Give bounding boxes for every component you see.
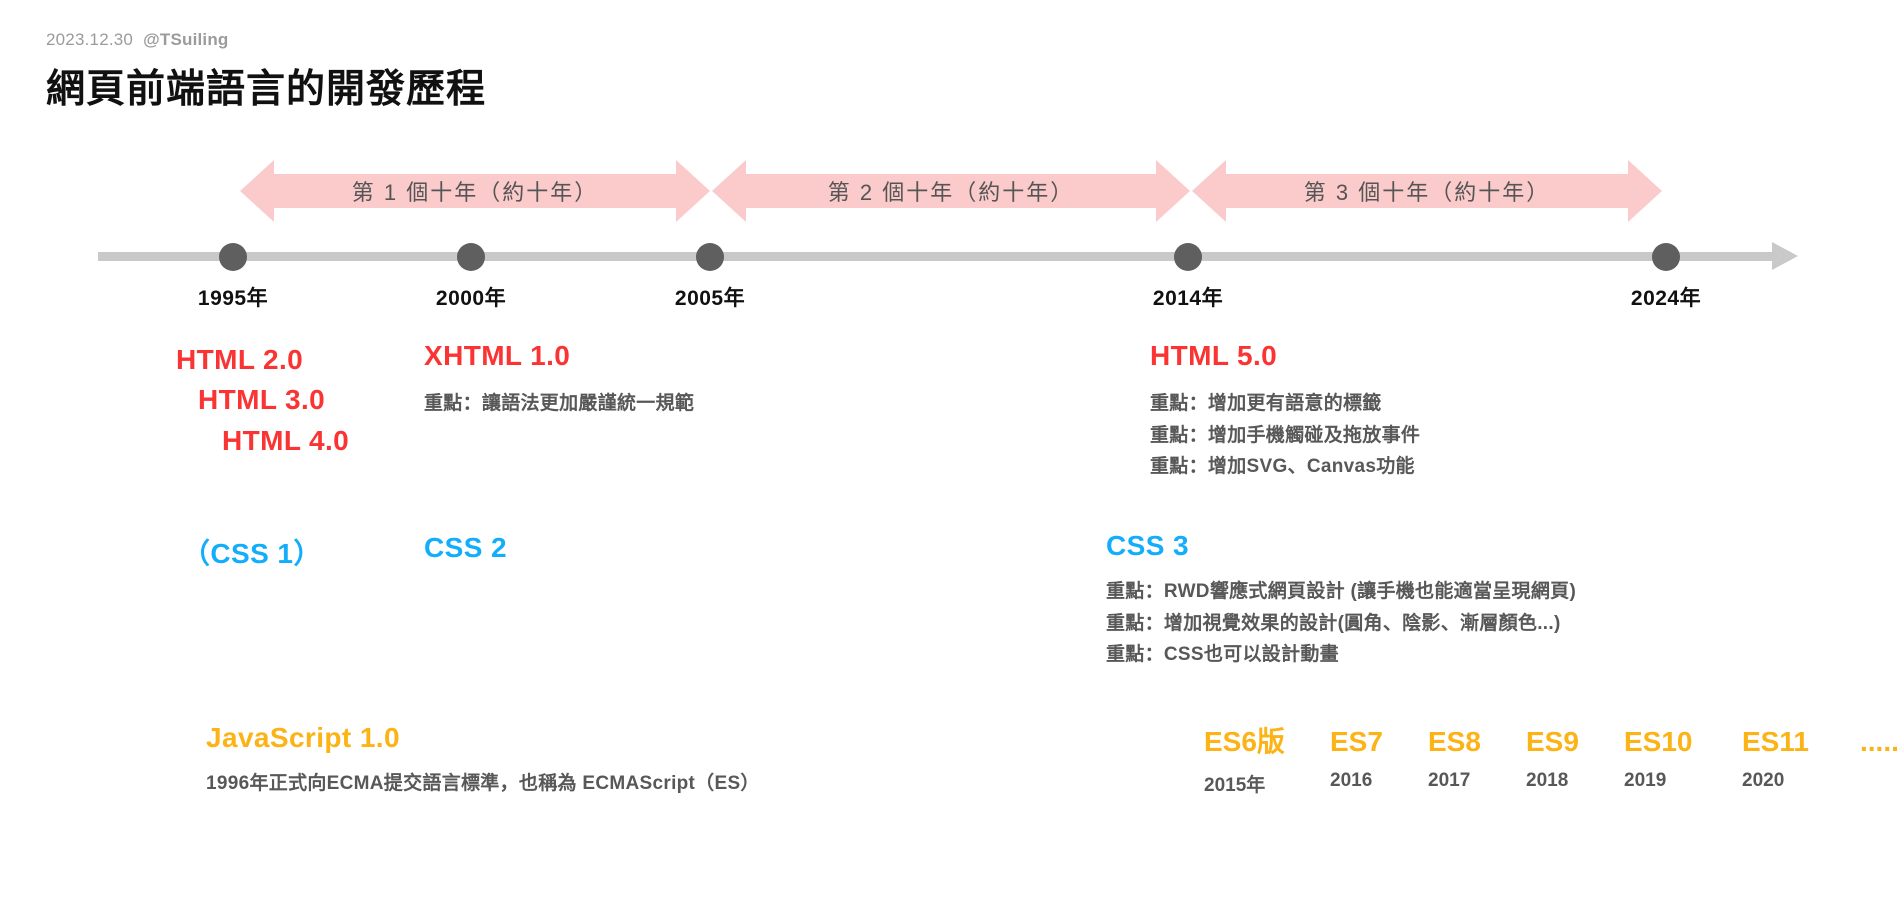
axis-marker-dot — [457, 243, 485, 271]
decade-arrow-1: 第 1 個十年（約十年） — [240, 160, 710, 222]
es-version-name: ES6版 — [1204, 726, 1285, 757]
decade-label-1: 第 1 個十年（約十年） — [351, 180, 599, 205]
css2-title: CSS 2 — [424, 532, 507, 563]
byline-date: 2023.12.30 — [46, 30, 134, 49]
axis-year-label: 2024年 — [1630, 287, 1702, 310]
byline: 2023.12.30 @TSuiling — [46, 30, 486, 50]
es-version-name: ES8 — [1428, 726, 1481, 757]
css3-note-1: 重點：RWD響應式網頁設計 (讓手機也能適當呈現網頁) — [1106, 581, 1577, 602]
es-version-name: ES9 — [1526, 726, 1579, 757]
decade-arrow-shape-3 — [1192, 160, 1662, 222]
javascript-title: JavaScript 1.0 — [206, 722, 400, 753]
javascript-block: JavaScript 1.0 1996年正式向ECMA提交語言標準，也稱為 EC… — [206, 722, 760, 800]
decade-arrow-band: 第 1 個十年（約十年） 第 2 個十年（約十年） 第 3 個十年（約十年） — [0, 160, 1900, 222]
decade-label-3: 第 3 個十年（約十年） — [1303, 180, 1551, 205]
html-early-versions-block: HTML 2.0 HTML 3.0 HTML 4.0 — [176, 340, 349, 461]
page-title: 網頁前端語言的開發歷程 — [46, 68, 487, 111]
axis-marker-dot — [696, 243, 724, 271]
axis-year-label: 2000年 — [435, 287, 507, 310]
axis-marker-dot — [219, 243, 247, 271]
javascript-note: 1996年正式向ECMA提交語言標準，也稱為 ECMAScript（ES） — [206, 773, 760, 794]
byline-handle: @TSuiling — [143, 30, 229, 49]
css3-block: CSS 3 重點：RWD響應式網頁設計 (讓手機也能適當呈現網頁) 重點：增加視… — [1106, 530, 1576, 671]
html5-note-3: 重點：增加SVG、Canvas功能 — [1150, 456, 1415, 478]
html5-note-2: 重點：增加手機觸碰及拖放事件 — [1150, 424, 1421, 446]
css2-block: CSS 2 — [424, 532, 507, 564]
axis-year-label: 2005年 — [674, 287, 746, 310]
axis-year-label: 1995年 — [197, 287, 269, 310]
axis-marker-dot — [1652, 243, 1680, 271]
html-version-2: HTML 2.0 — [176, 344, 304, 375]
html5-block: HTML 5.0 重點：增加更有語意的標籤 重點：增加手機觸碰及拖放事件 重點：… — [1150, 340, 1420, 483]
css3-title: CSS 3 — [1106, 530, 1189, 561]
decade-arrow-2: 第 2 個十年（約十年） — [712, 160, 1190, 222]
decade-arrow-shape-2 — [712, 160, 1190, 222]
xhtml-note-1: 重點：讓語法更加嚴謹統一規範 — [424, 393, 695, 414]
es-version-year: 2020 — [1742, 770, 1785, 791]
css3-note-2: 重點：增加視覺效果的設計(圓角、陰影、漸層顏色...) — [1106, 612, 1561, 634]
page-header: 2023.12.30 @TSuiling 網頁前端語言的開發歷程 — [46, 30, 486, 114]
es-version-year: 2017 — [1428, 770, 1471, 791]
css1-block: （CSS 1） — [182, 532, 322, 572]
axis-year-label: 2014年 — [1152, 287, 1224, 310]
css1-title: （CSS 1） — [182, 538, 322, 569]
es-version-name-row: ES6版 ES7 ES8 ES9 ES10 ES11...... — [1204, 720, 1900, 760]
es-version-year: 2019 — [1624, 770, 1667, 791]
html5-note-1: 重點：增加更有語意的標籤 — [1150, 393, 1382, 414]
es-version-year-row: 2015年 2016 2017 2018 2019 2020 — [1204, 770, 1900, 797]
es-version-name: ES7 — [1330, 726, 1383, 757]
axis-arrowhead-icon — [1772, 242, 1798, 270]
es-version-name: ES11 — [1742, 726, 1809, 757]
xhtml-block: XHTML 1.0 重點：讓語法更加嚴謹統一規範 — [424, 340, 694, 420]
decade-label-2: 第 2 個十年（約十年） — [827, 180, 1075, 205]
xhtml-title: XHTML 1.0 — [424, 340, 571, 371]
decade-arrow-3: 第 3 個十年（約十年） — [1192, 160, 1662, 222]
decade-arrow-shape-1 — [240, 160, 710, 222]
es-version-year: 2015年 — [1204, 775, 1266, 796]
es-version-year: 2018 — [1526, 770, 1569, 791]
es-version-name: ES10 — [1624, 726, 1693, 757]
css3-note-3: 重點：CSS也可以設計動畫 — [1106, 644, 1339, 666]
html-version-4: HTML 4.0 — [222, 424, 350, 456]
html5-title: HTML 5.0 — [1150, 340, 1278, 371]
html-version-3: HTML 3.0 — [198, 384, 326, 416]
es-version-name: ...... — [1860, 726, 1900, 757]
axis-marker-dot — [1174, 243, 1202, 271]
axis-line — [98, 252, 1778, 261]
es-version-year: 2016 — [1330, 770, 1373, 791]
